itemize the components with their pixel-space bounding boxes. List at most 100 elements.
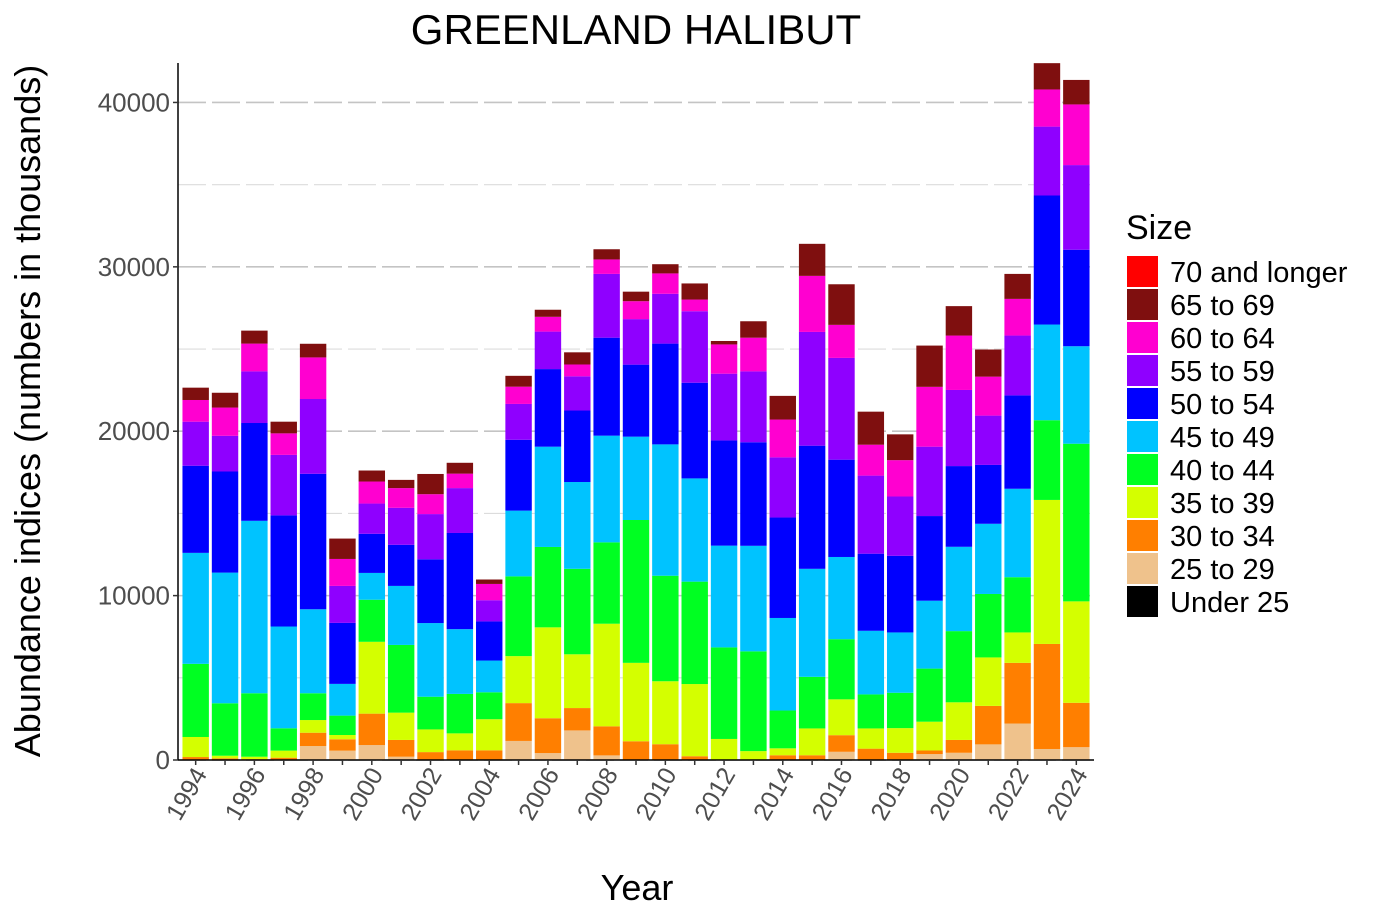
bar-segment xyxy=(270,757,297,760)
y-axis: 0 10000 20000 30000 40000 xyxy=(98,63,179,775)
bar-segment xyxy=(1033,499,1061,644)
legend-item: 50 to 54 xyxy=(1127,388,1275,421)
bar-segment xyxy=(358,713,386,746)
bar-segment xyxy=(387,479,415,489)
bar-segment xyxy=(945,631,973,703)
bar-segment xyxy=(534,331,562,370)
bar-segment xyxy=(593,249,620,260)
x-tick-label: 2012 xyxy=(689,763,741,825)
x-tick-label: 2016 xyxy=(807,763,859,825)
bar-segment xyxy=(1004,662,1031,724)
bar-segment xyxy=(710,373,738,441)
legend-item: 35 to 39 xyxy=(1127,487,1275,520)
bar-segment xyxy=(387,544,415,586)
bar-segment xyxy=(828,459,855,557)
x-tick-label: 2024 xyxy=(1041,763,1093,825)
bar-segment xyxy=(358,572,386,600)
bar-segment xyxy=(299,732,327,747)
bar-segment xyxy=(241,756,268,760)
bar-segment xyxy=(329,715,356,736)
bar-segment xyxy=(211,471,239,573)
bar-segment xyxy=(916,516,943,601)
bar-segment xyxy=(182,663,209,737)
legend-swatch xyxy=(1127,421,1158,452)
bar-segment xyxy=(241,520,268,694)
bar-segment xyxy=(652,273,679,294)
bar-segment xyxy=(1004,577,1031,633)
bar-segment xyxy=(387,739,415,757)
bar-segment xyxy=(387,712,415,740)
bar-segment xyxy=(505,510,532,577)
bar-segment xyxy=(534,309,562,317)
bar-segment xyxy=(916,600,943,669)
bar-segment xyxy=(270,454,297,516)
bar-segment xyxy=(710,340,738,345)
bar-segment xyxy=(769,755,796,760)
bar-segment xyxy=(1063,104,1090,166)
legend-label: 65 to 69 xyxy=(1170,290,1275,322)
bar-segment xyxy=(945,739,973,753)
legend-item: 60 to 64 xyxy=(1127,322,1275,355)
legend-label: 50 to 54 xyxy=(1170,389,1275,421)
bar-segment xyxy=(358,481,386,504)
bar-segment xyxy=(270,750,297,758)
bar-segment xyxy=(652,444,679,576)
chart-title: GREENLAND HALIBUT xyxy=(411,6,861,53)
bar-segment xyxy=(270,728,297,751)
bar-segment xyxy=(798,568,826,677)
bar-segment xyxy=(387,585,415,645)
bar-segment xyxy=(886,496,914,556)
bar-segment xyxy=(740,321,767,338)
bar-segment xyxy=(652,681,679,745)
bar-segment xyxy=(740,545,767,652)
bar-segment xyxy=(916,754,943,760)
bar-segment xyxy=(358,503,386,534)
bar-segment xyxy=(622,319,650,365)
bar-segment xyxy=(740,751,767,760)
bar-segment xyxy=(975,744,1002,760)
bar-segment xyxy=(387,488,415,508)
bar-segment xyxy=(211,407,239,436)
bar-segment xyxy=(975,349,1002,377)
bar-segment xyxy=(446,488,474,533)
bar-segment xyxy=(534,446,562,547)
bar-segment xyxy=(652,575,679,682)
legend-label: 40 to 44 xyxy=(1170,455,1275,487)
bar-segment xyxy=(593,623,620,727)
bar-segment xyxy=(417,494,444,515)
x-tick-label: 1996 xyxy=(220,763,272,825)
legend-swatch xyxy=(1127,388,1158,419)
bar-segment xyxy=(476,719,503,751)
x-tick-label: 2006 xyxy=(513,763,565,825)
bar-segment xyxy=(857,630,885,695)
legend-item: 70 and longer xyxy=(1127,256,1348,289)
bar-segment xyxy=(886,555,914,633)
bar-segment xyxy=(417,559,444,624)
bar-segment xyxy=(652,264,679,274)
y-tick-label: 10000 xyxy=(98,581,170,611)
bar-segment xyxy=(916,721,943,751)
bar-segment xyxy=(358,599,386,642)
bar-segment xyxy=(828,735,855,752)
bar-segment xyxy=(564,410,591,483)
bar-segment xyxy=(299,399,327,474)
bar-segment xyxy=(916,386,943,447)
legend-swatch xyxy=(1127,256,1158,287)
bar-segment xyxy=(1063,165,1090,250)
bar-segment xyxy=(329,622,356,684)
bar-segment xyxy=(857,694,885,729)
bar-segment xyxy=(975,376,1002,416)
bar-segment xyxy=(857,444,885,476)
bar-segment xyxy=(798,275,826,332)
y-axis-title: Abundance indices (numbers in thousands) xyxy=(7,65,48,757)
bar-segment xyxy=(681,478,708,582)
bar-segment xyxy=(241,330,268,344)
bar-segment xyxy=(387,644,415,713)
bar-segment xyxy=(270,626,297,729)
bar-segment xyxy=(681,756,708,760)
bar-segment xyxy=(358,641,386,714)
bar-segment xyxy=(769,517,796,618)
legend-swatch xyxy=(1127,553,1158,584)
bar-segment xyxy=(593,755,620,760)
bar-segment xyxy=(1004,395,1031,489)
